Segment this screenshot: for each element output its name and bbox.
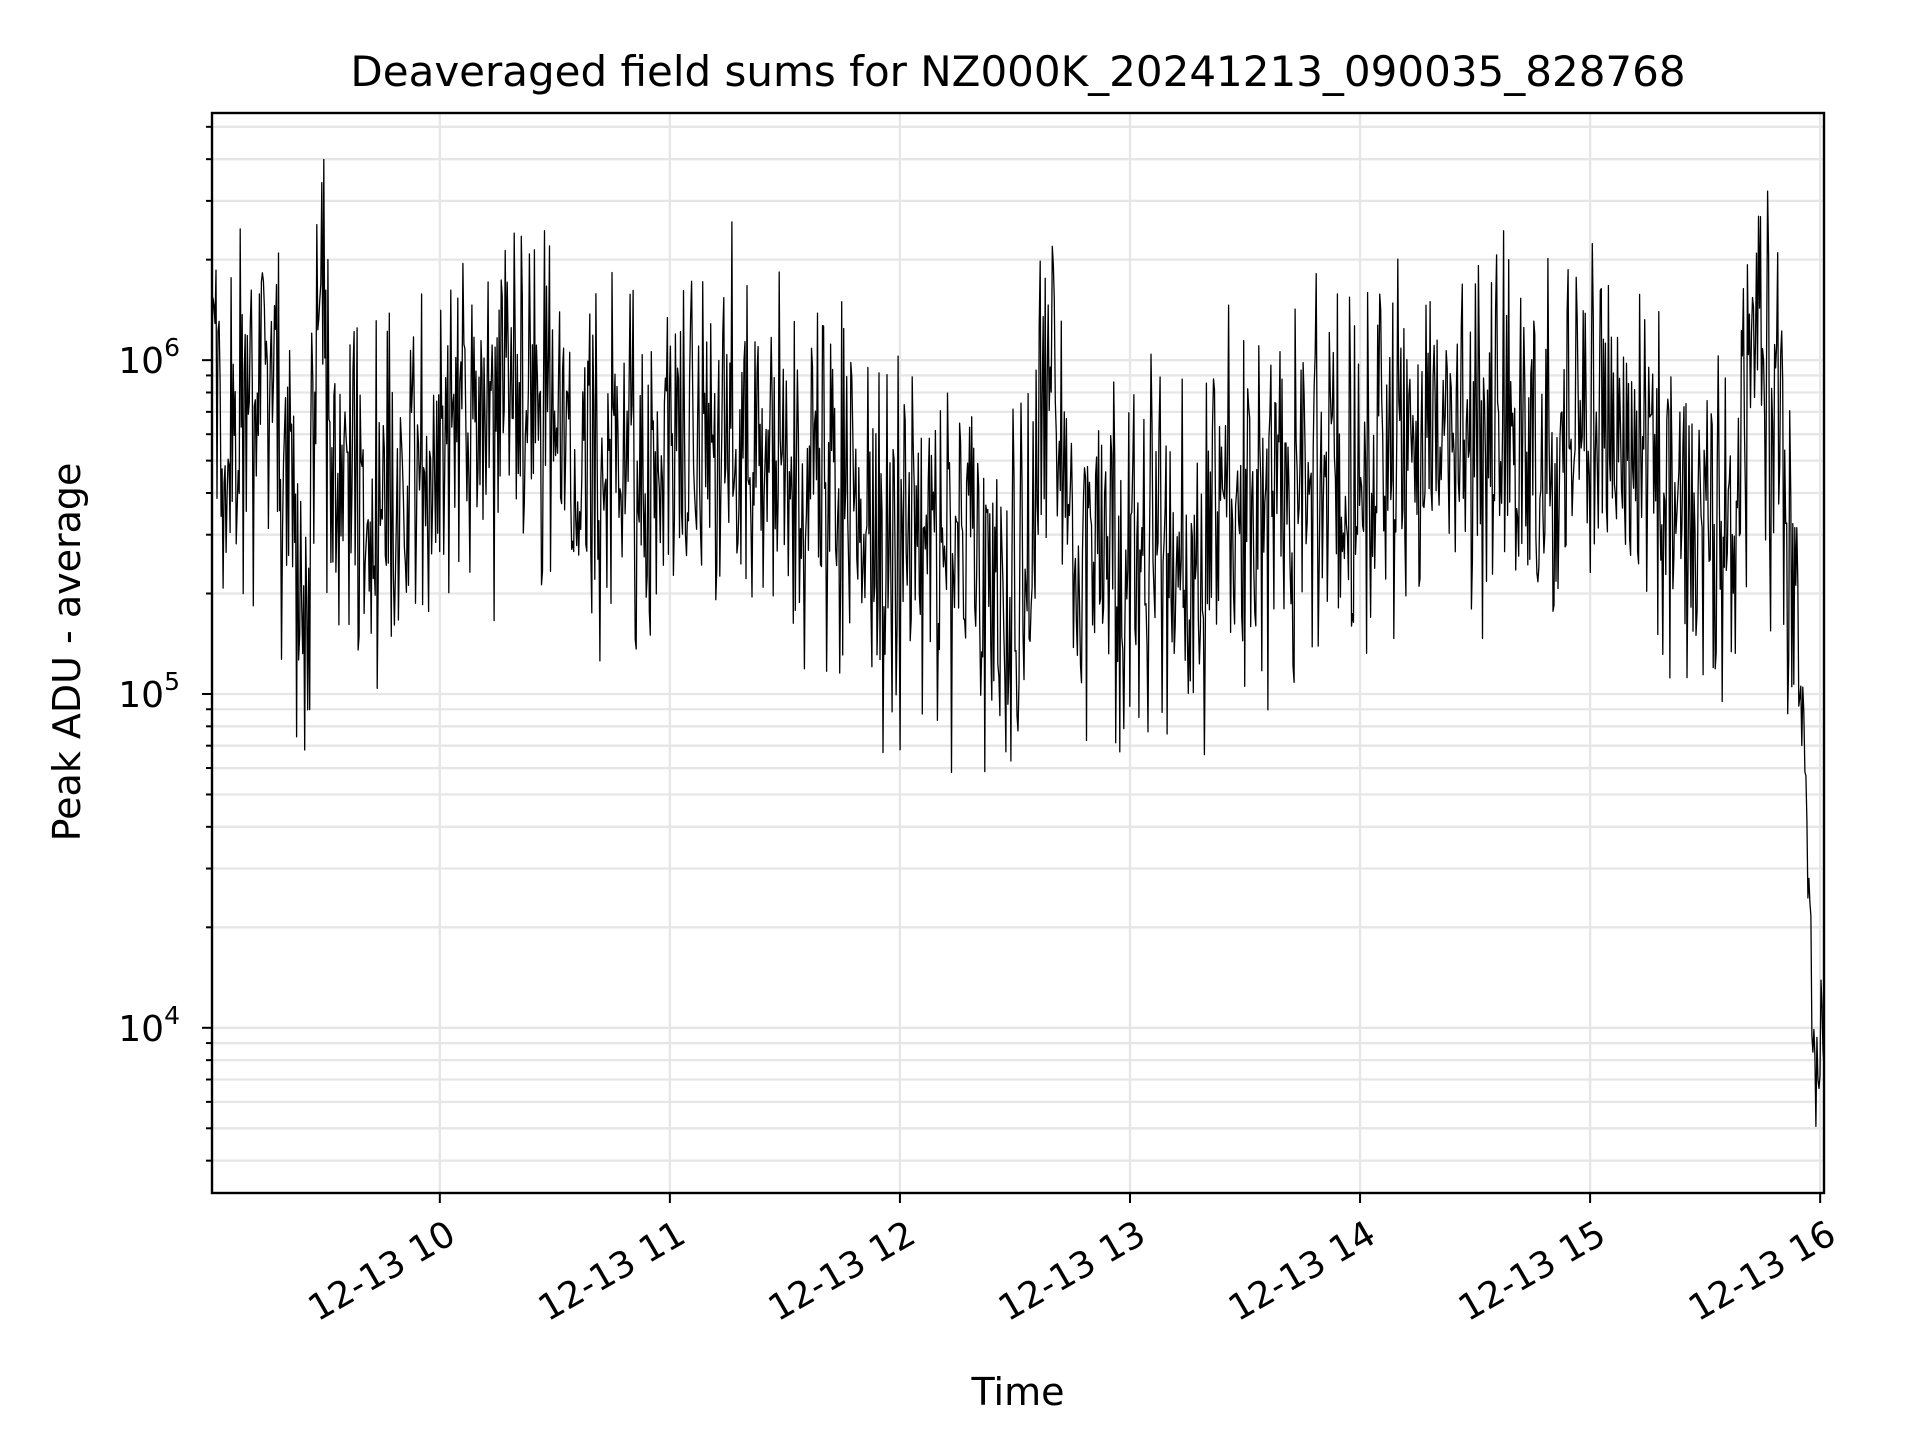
x-tick-label: 12-13 10 — [302, 1213, 463, 1329]
chart-title: Deaveraged field sums for NZ000K_2024121… — [350, 47, 1685, 96]
y-tick-label: 106 — [118, 333, 180, 382]
grid — [212, 113, 1824, 1193]
x-tick-label: 12-13 13 — [992, 1213, 1153, 1329]
x-tick-label: 12-13 12 — [762, 1213, 923, 1329]
x-axis-label: Time — [971, 1370, 1065, 1414]
x-tick-label: 12-13 15 — [1452, 1213, 1613, 1329]
x-tick-label: 12-13 16 — [1682, 1213, 1843, 1329]
plot-frame — [210, 111, 1826, 1195]
x-tick-label: 12-13 14 — [1222, 1213, 1383, 1329]
y-tick-label: 105 — [118, 667, 180, 716]
y-tick-label: 104 — [118, 1001, 180, 1050]
axis-ticks: 104 105 106 12-13 10 12-13 11 12-13 12 12-13 1… — [118, 125, 1843, 1330]
series-line — [211, 158, 1825, 1128]
x-tick-label: 12-13 11 — [532, 1213, 693, 1329]
y-axis-label: Peak ADU - average — [45, 463, 89, 842]
